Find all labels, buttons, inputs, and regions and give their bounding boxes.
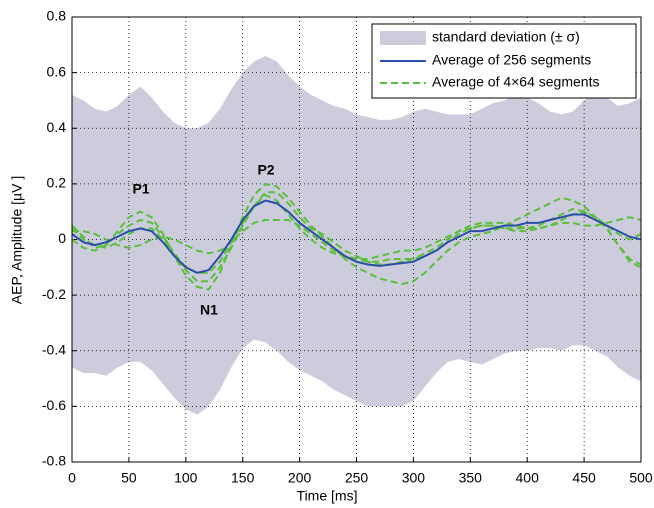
- x-tick-label: 500: [629, 470, 653, 486]
- subset-average-line: [71, 193, 642, 283]
- y-tick-label: -0.8: [42, 453, 66, 469]
- legend-label: Average of 4×64 segments: [432, 74, 599, 90]
- legend-label: Average of 256 segments: [432, 52, 591, 68]
- y-tick-label: -0.4: [42, 341, 66, 357]
- x-tick-label: 450: [572, 470, 596, 486]
- x-axis-label: Time [ms]: [297, 488, 358, 504]
- peak-label: P2: [257, 162, 274, 178]
- x-tick-label: 100: [174, 470, 198, 486]
- peak-label: P1: [132, 181, 149, 197]
- x-tick-label: 50: [121, 470, 137, 486]
- y-tick-label: 0.2: [47, 175, 67, 191]
- x-tick-label: 200: [288, 470, 312, 486]
- average-line: [71, 199, 642, 274]
- y-tick-label: -0.2: [42, 286, 66, 302]
- x-tick-label: 0: [68, 470, 76, 486]
- x-tick-label: 350: [459, 470, 483, 486]
- y-tick-label: 0: [58, 230, 66, 246]
- y-axis-label: AEP, Amplitude [µV ]: [9, 176, 25, 304]
- peak-label: N1: [200, 302, 218, 318]
- legend-label: standard deviation (± σ): [432, 29, 580, 45]
- x-tick-label: 150: [231, 470, 255, 486]
- y-tick-label: 0.4: [47, 119, 67, 135]
- x-tick-label: 400: [516, 470, 540, 486]
- legend-swatch: [380, 31, 426, 45]
- y-tick-label: 0.6: [47, 63, 67, 79]
- y-tick-label: -0.6: [42, 397, 66, 413]
- subset-average-line: [71, 191, 642, 274]
- axes-frame: [71, 16, 642, 463]
- x-tick-label: 250: [345, 470, 369, 486]
- std-band: [72, 55, 641, 415]
- y-tick-label: 0.8: [47, 8, 67, 24]
- x-tick-label: 300: [402, 470, 426, 486]
